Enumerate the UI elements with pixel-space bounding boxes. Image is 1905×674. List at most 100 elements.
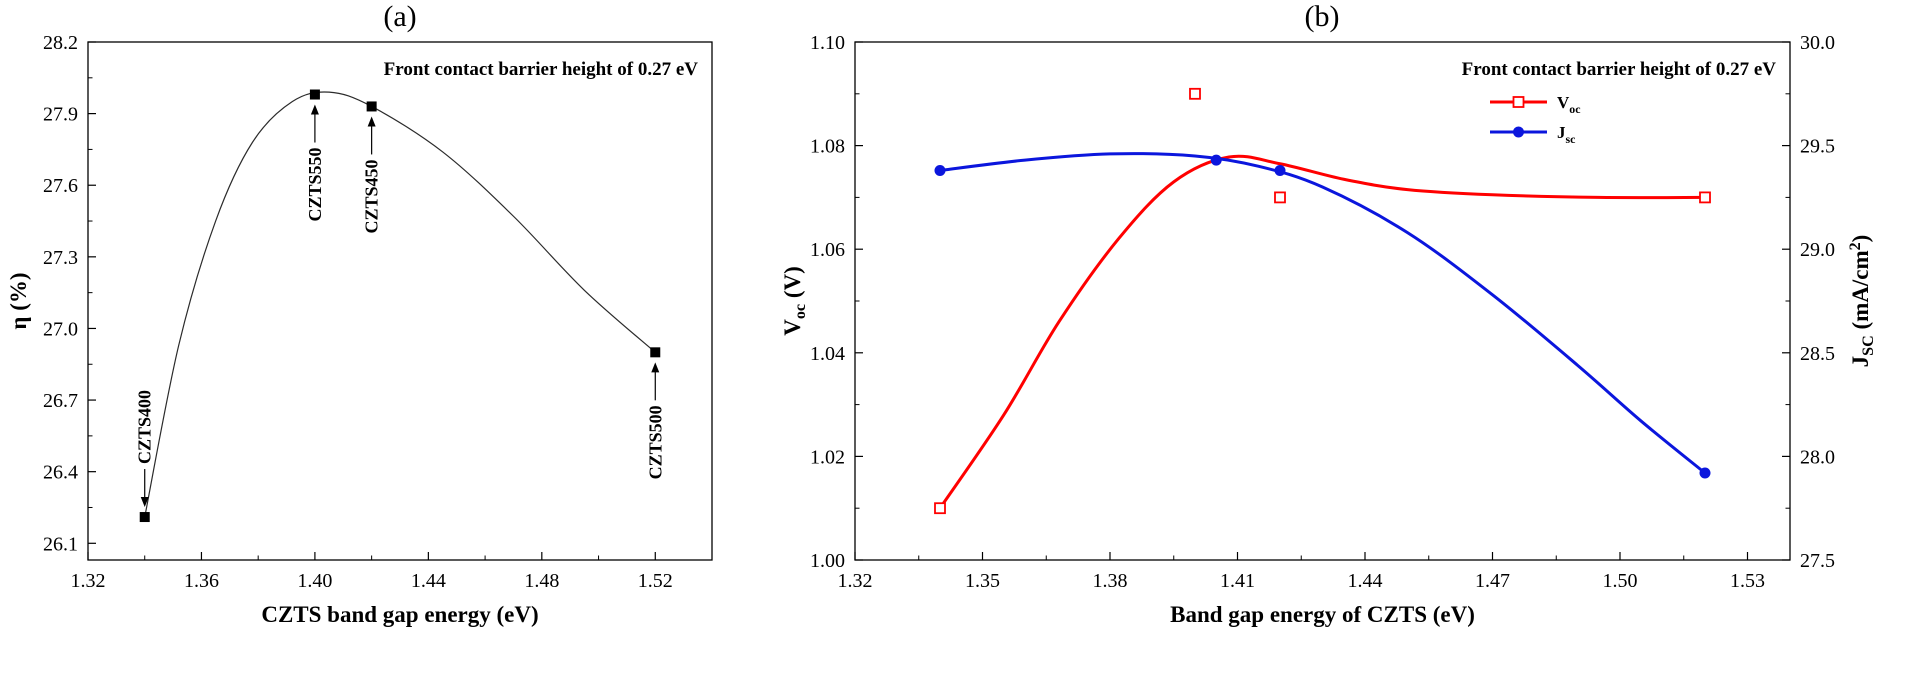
y-tick-label: 28.5 bbox=[1800, 343, 1835, 365]
tspan-element: Band gap energy of CZTS (eV) bbox=[1170, 602, 1475, 627]
data-marker-Voc bbox=[1699, 191, 1711, 204]
data-marker-Jsc bbox=[1699, 467, 1711, 479]
tspan-element: V bbox=[1557, 93, 1570, 112]
tspan-element: CZTS550 bbox=[305, 148, 325, 222]
tspan-element: η (%) bbox=[6, 272, 31, 329]
y-tick-label: 30.0 bbox=[1800, 32, 1835, 54]
x-axis-label: Band gap energy of CZTS (eV) bbox=[1170, 602, 1475, 627]
y-tick-label: 1.10 bbox=[810, 32, 845, 54]
tspan-element: (V) bbox=[780, 266, 805, 304]
y-tick-label: 1.08 bbox=[810, 136, 845, 158]
arrow-head bbox=[367, 116, 376, 127]
right-y-axis-label: JSC (mA/cm2) bbox=[1847, 235, 1877, 368]
x-tick-label: 1.52 bbox=[638, 570, 673, 592]
tspan-element: CZTS500 bbox=[645, 405, 665, 479]
annotation-text: Front contact barrier height of 0.27 eV bbox=[384, 59, 699, 80]
y-tick-label: 29.0 bbox=[1800, 239, 1835, 261]
x-tick-label: 1.32 bbox=[838, 570, 873, 592]
left-y-axis: 1.00 1.02 1.04 1.06 1.08 1.10 Voc (V) bbox=[780, 32, 863, 572]
legend-marker-Jsc bbox=[1513, 126, 1524, 138]
tspan-element: oc bbox=[1569, 102, 1580, 116]
plot-group: 1.32 1.36 1.40 1.44 1.48 1.52 CZTS band gap en… bbox=[6, 32, 713, 627]
point-label-text: CZTS550 bbox=[305, 148, 325, 222]
y-tick-label: 29.5 bbox=[1800, 136, 1835, 158]
x-tick-label: 1.48 bbox=[524, 570, 559, 592]
data-marker-Jsc bbox=[1274, 164, 1286, 176]
series-line-Jsc bbox=[938, 152, 1707, 475]
y-tick-label: 1.02 bbox=[810, 446, 845, 468]
x-axis-label: CZTS band gap energy (eV) bbox=[261, 602, 538, 627]
y-tick-label: 26.1 bbox=[43, 533, 78, 555]
plot-frame bbox=[87, 41, 713, 561]
left-y-axis: 26.1 26.4 26.7 27.0 27.3 27.6 27.9 28.2 η (%) bbox=[6, 32, 96, 555]
y-tick-label: 1.00 bbox=[810, 550, 845, 572]
point-label-text: CZTS400 bbox=[135, 390, 155, 464]
data-marker-Jsc bbox=[934, 164, 946, 176]
data-marker-Voc bbox=[1274, 191, 1286, 204]
right-y-axis: 27.5 28.0 28.5 29.0 29.5 30.0 JSC (mA/cm2) bbox=[1782, 32, 1877, 572]
point-label-CZTS450: CZTS450 bbox=[362, 116, 382, 233]
panel-b-title: (b) bbox=[1304, 0, 1340, 33]
y-tick-label: 27.3 bbox=[43, 247, 78, 269]
point-label-CZTS550: CZTS550 bbox=[305, 104, 325, 222]
tspan-element: CZTS450 bbox=[362, 159, 382, 233]
tspan-element: CZTS band gap energy (eV) bbox=[261, 602, 538, 627]
x-tick-label: 1.44 bbox=[1348, 570, 1383, 592]
tspan-element: V bbox=[780, 319, 805, 336]
legend-label-Jsc: Jsc bbox=[1557, 123, 1575, 146]
x-tick-label: 1.44 bbox=[411, 570, 446, 592]
x-tick-label: 1.53 bbox=[1730, 570, 1765, 592]
tspan-element: 2 bbox=[1847, 242, 1864, 250]
y-tick-label: 26.7 bbox=[43, 390, 78, 412]
tspan-element: SC bbox=[1860, 335, 1877, 356]
point-label-CZTS400: CZTS400 bbox=[135, 390, 155, 508]
x-axis: 1.32 1.36 1.40 1.44 1.48 1.52 CZTS band gap en… bbox=[71, 552, 673, 627]
x-axis: 1.32 1.35 1.38 1.41 1.44 1.47 1.50 1.53 Band gap… bbox=[838, 552, 1765, 627]
left-y-axis-label: η (%) bbox=[6, 272, 31, 329]
point-label-text: CZTS450 bbox=[362, 159, 382, 233]
point-label-text: CZTS500 bbox=[645, 405, 665, 479]
tspan-element: J bbox=[1557, 123, 1566, 142]
tspan-element: J bbox=[1848, 356, 1873, 368]
data-marker-efficiency bbox=[366, 101, 377, 112]
x-tick-label: 1.32 bbox=[71, 570, 106, 592]
y-tick-label: 1.04 bbox=[810, 343, 845, 365]
panel-a-title: (a) bbox=[383, 0, 417, 33]
data-marker-Voc bbox=[1189, 87, 1201, 100]
tspan-element: (mA/cm bbox=[1848, 250, 1873, 335]
tspan-element: CZTS400 bbox=[135, 390, 155, 464]
data-marker-Jsc bbox=[1210, 154, 1222, 166]
series-line-efficiency bbox=[144, 91, 656, 518]
x-tick-label: 1.41 bbox=[1220, 570, 1255, 592]
data-marker-Voc bbox=[934, 502, 946, 515]
y-tick-label: 27.5 bbox=[1800, 550, 1835, 572]
y-tick-label: 26.4 bbox=[43, 462, 78, 484]
y-tick-label: 1.06 bbox=[810, 239, 845, 261]
x-tick-label: 1.38 bbox=[1093, 570, 1128, 592]
point-label-CZTS500: CZTS500 bbox=[645, 362, 665, 479]
tspan-element: ) bbox=[1848, 235, 1873, 243]
tspan-element: sc bbox=[1566, 132, 1576, 146]
chart-b-voc-jsc-vs-bandgap: 1.32 1.35 1.38 1.41 1.44 1.47 1.50 1.53 Band gap… bbox=[780, 32, 1877, 627]
legend-marker-Voc bbox=[1512, 96, 1525, 108]
arrow-head bbox=[140, 497, 149, 508]
legend-label-Voc: Voc bbox=[1557, 93, 1581, 116]
tspan-element: oc bbox=[792, 304, 809, 319]
annotation-text: Front contact barrier height of 0.27 eV bbox=[1462, 59, 1777, 80]
data-marker-efficiency bbox=[139, 512, 150, 523]
data-marker-efficiency bbox=[309, 89, 320, 100]
chart-a-efficiency-vs-bandgap: 1.32 1.36 1.40 1.44 1.48 1.52 CZTS band gap en… bbox=[6, 32, 713, 627]
plot-frame bbox=[854, 41, 1791, 561]
y-tick-label: 27.6 bbox=[43, 175, 78, 197]
tspan-element: Front contact barrier height of 0.27 eV bbox=[384, 59, 699, 80]
data-marker-efficiency bbox=[650, 347, 661, 358]
panel-a: 1.32 1.36 1.40 1.44 1.48 1.52 CZTS band gap en… bbox=[0, 0, 770, 674]
x-tick-label: 1.40 bbox=[297, 570, 332, 592]
y-tick-label: 28.0 bbox=[1800, 446, 1835, 468]
series-line-Voc bbox=[938, 154, 1707, 510]
x-tick-label: 1.36 bbox=[184, 570, 219, 592]
y-tick-label: 27.0 bbox=[43, 318, 78, 340]
arrow-head bbox=[651, 362, 660, 373]
